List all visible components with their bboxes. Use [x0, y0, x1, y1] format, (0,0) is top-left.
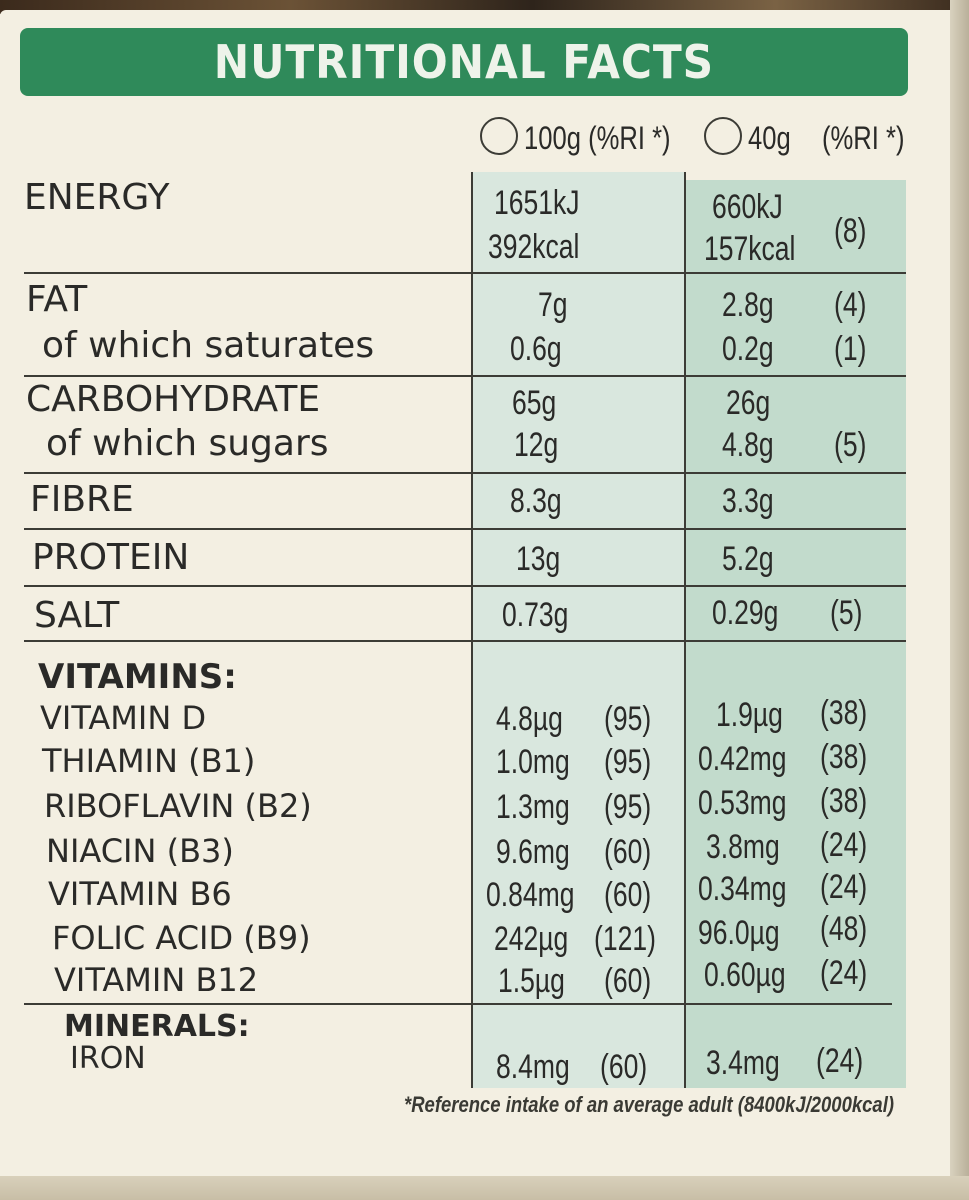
circle-icon-100g: [480, 117, 518, 155]
sugars-40g-ri: (5): [834, 426, 867, 464]
niacin-100g: 9.6mg: [496, 833, 570, 871]
saturates-100g: 0.6g: [510, 330, 562, 368]
folic-acid-100g: 242µg: [494, 920, 569, 958]
fat-40g-ri: (4): [834, 286, 867, 324]
carbohydrate-100g: 65g: [512, 384, 557, 422]
fibre-40g: 3.3g: [722, 482, 774, 520]
vitamin-b12-label: VITAMIN B12: [54, 961, 259, 999]
box-side-edge: [950, 0, 969, 1200]
iron-label: IRON: [70, 1041, 146, 1076]
vitamin-b12-40g-ri: (24): [820, 954, 868, 992]
fibre-label: FIBRE: [30, 479, 134, 520]
fat-40g: 2.8g: [722, 286, 774, 324]
circle-icon-40g: [704, 117, 742, 155]
vitamin-b6-100g-ri: (60): [604, 876, 652, 914]
iron-40g: 3.4mg: [706, 1044, 780, 1082]
protein-100g: 13g: [516, 540, 561, 578]
energy-label: ENERGY: [24, 177, 170, 218]
row-divider: [24, 472, 906, 474]
row-divider: [24, 585, 906, 587]
vitamin-d-40g: 1.9µg: [716, 696, 783, 734]
thiamin-label: THIAMIN (B1): [42, 742, 256, 780]
salt-100g: 0.73g: [502, 596, 569, 634]
row-divider: [24, 640, 906, 642]
row-divider: [24, 1003, 892, 1005]
iron-100g-ri: (60): [600, 1048, 648, 1086]
title-banner: NUTRITIONAL FACTS: [20, 28, 908, 96]
niacin-40g-ri: (24): [820, 826, 868, 864]
column-100g-shade: [473, 172, 686, 1088]
sugars-40g: 4.8g: [722, 426, 774, 464]
carbohydrate-40g: 26g: [726, 384, 771, 422]
saturates-40g: 0.2g: [722, 330, 774, 368]
header-40g: 40g: [748, 120, 791, 156]
row-divider: [24, 375, 906, 377]
vitamin-d-40g-ri: (38): [820, 694, 868, 732]
protein-40g: 5.2g: [722, 540, 774, 578]
thiamin-40g-ri: (38): [820, 738, 868, 776]
fat-100g: 7g: [538, 286, 568, 324]
column-40g-shade: [686, 180, 906, 1088]
vitamin-b6-100g: 0.84mg: [486, 876, 575, 914]
sugars-100g: 12g: [514, 426, 559, 464]
protein-label: PROTEIN: [32, 537, 190, 578]
folic-acid-40g-ri: (48): [820, 910, 868, 948]
vitamin-b6-40g-ri: (24): [820, 868, 868, 906]
fat-label: FAT: [26, 279, 88, 320]
vitamin-b6-40g: 0.34mg: [698, 870, 787, 908]
riboflavin-40g: 0.53mg: [698, 784, 787, 822]
page-title: NUTRITIONAL FACTS: [213, 35, 715, 89]
energy-100g-kj: 1651kJ: [494, 184, 580, 222]
riboflavin-100g: 1.3mg: [496, 788, 570, 826]
energy-40g-ri: (8): [834, 212, 867, 250]
vitamin-b6-label: VITAMIN B6: [48, 875, 232, 913]
footnote: *Reference intake of an average adult (8…: [404, 1092, 894, 1117]
energy-100g-kcal: 392kcal: [488, 228, 580, 266]
folic-acid-label: FOLIC ACID (B9): [52, 919, 311, 957]
niacin-40g: 3.8mg: [706, 828, 780, 866]
thiamin-100g: 1.0mg: [496, 743, 570, 781]
iron-40g-ri: (24): [816, 1042, 864, 1080]
minerals-heading: MINERALS:: [64, 1009, 250, 1044]
saturates-label: of which saturates: [42, 325, 375, 366]
vitamin-d-label: VITAMIN D: [40, 699, 207, 737]
vitamins-heading: VITAMINS:: [38, 657, 237, 697]
salt-40g: 0.29g: [712, 594, 779, 632]
folic-acid-100g-ri: (121): [594, 920, 656, 958]
salt-40g-ri: (5): [830, 594, 863, 632]
niacin-label: NIACIN (B3): [46, 832, 234, 870]
thiamin-100g-ri: (95): [604, 743, 652, 781]
row-divider: [24, 528, 906, 530]
vitamin-b12-40g: 0.60µg: [704, 956, 786, 994]
salt-label: SALT: [34, 595, 120, 636]
niacin-100g-ri: (60): [604, 833, 652, 871]
iron-100g: 8.4mg: [496, 1048, 570, 1086]
riboflavin-40g-ri: (38): [820, 782, 868, 820]
folic-acid-40g: 96.0µg: [698, 914, 780, 952]
riboflavin-100g-ri: (95): [604, 788, 652, 826]
row-divider: [24, 272, 906, 274]
box-bottom-edge: [0, 1176, 969, 1200]
vitamin-b12-100g: 1.5µg: [498, 962, 565, 1000]
vitamin-d-100g: 4.8µg: [496, 700, 563, 738]
column-divider-2: [684, 172, 686, 1088]
sugars-label: of which sugars: [46, 423, 329, 464]
energy-40g-kcal: 157kcal: [704, 230, 796, 268]
riboflavin-label: RIBOFLAVIN (B2): [44, 787, 312, 825]
column-divider-1: [471, 172, 473, 1088]
carbohydrate-label: CARBOHYDRATE: [26, 379, 321, 420]
thiamin-40g: 0.42mg: [698, 740, 787, 778]
fibre-100g: 8.3g: [510, 482, 562, 520]
vitamin-b12-100g-ri: (60): [604, 962, 652, 1000]
header-40g-ri: (%RI *): [822, 120, 905, 156]
saturates-40g-ri: (1): [834, 330, 867, 368]
header-100g: 100g (%RI *): [524, 120, 671, 156]
vitamin-d-100g-ri: (95): [604, 700, 652, 738]
energy-40g-kj: 660kJ: [712, 188, 783, 226]
